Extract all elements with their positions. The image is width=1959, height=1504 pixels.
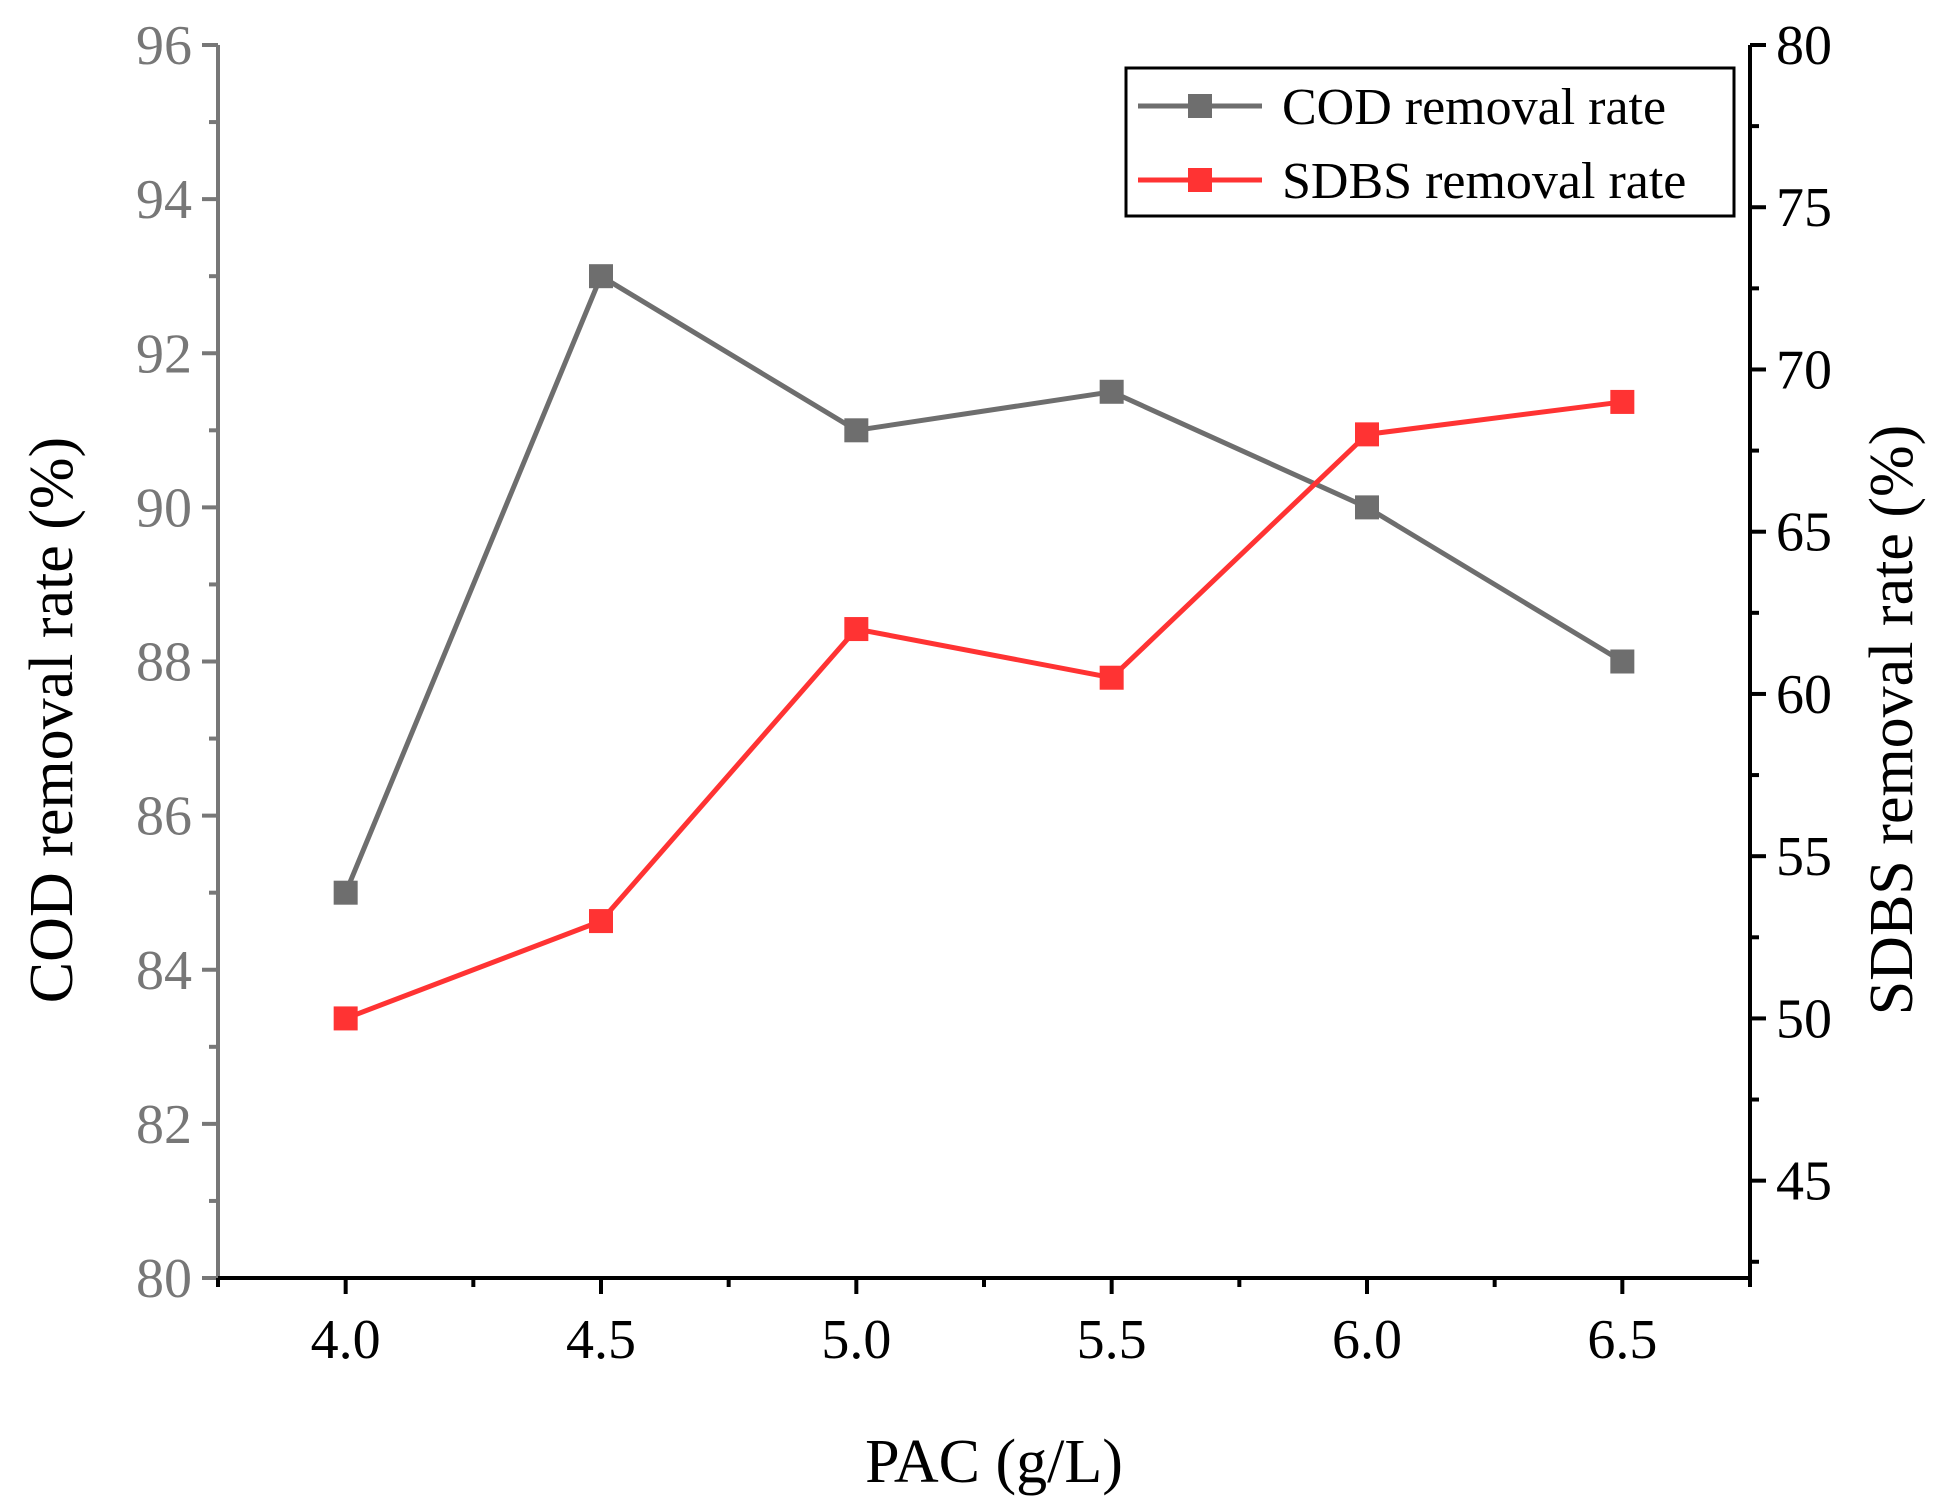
y-right-tick-label: 55 — [1776, 826, 1832, 888]
y-axis-title-left: COD removal rate (%) — [18, 437, 86, 1003]
y-left-tick-label: 96 — [136, 15, 192, 77]
legend-box — [1124, 66, 1736, 218]
y-right-tick-label: 70 — [1776, 339, 1832, 401]
data-point-sdbs — [1355, 422, 1379, 447]
legend-marker-sdbs — [1188, 168, 1212, 192]
y-left-tick-label: 94 — [136, 169, 192, 231]
data-point-cod — [844, 418, 869, 443]
y-axis-title-right: SDBS removal rate (%) — [1858, 425, 1926, 1016]
x-tick-label: 6.5 — [1587, 1309, 1657, 1371]
x-tick-label: 5.0 — [821, 1309, 891, 1371]
x-axis-title: PAC (g/L) — [865, 1428, 1123, 1496]
data-point-sdbs — [333, 1006, 358, 1031]
data-point-sdbs — [589, 909, 613, 934]
y-left-tick-label: 90 — [136, 477, 192, 539]
y-right-tick-label: 60 — [1776, 664, 1832, 726]
y-left-tick-label: 84 — [136, 940, 192, 1002]
data-point-sdbs — [1099, 665, 1124, 690]
x-tick-label: 4.0 — [311, 1309, 381, 1371]
legend-label-sdbs: SDBS removal rate — [1282, 153, 1686, 210]
data-point-cod — [1355, 495, 1379, 520]
series-layer — [333, 264, 1635, 1031]
y-right-tick-label: 65 — [1776, 502, 1832, 564]
x-tick-label: 6.0 — [1332, 1309, 1402, 1371]
series-line-cod — [343, 272, 1624, 894]
legend-marker-cod — [1188, 94, 1212, 118]
data-point-sdbs — [1610, 389, 1635, 414]
y-right-tick-label: 80 — [1776, 15, 1832, 77]
legend-label-cod: COD removal rate — [1282, 79, 1666, 136]
y-left-tick-label: 82 — [136, 1094, 192, 1156]
y-left-tick-label: 92 — [136, 323, 192, 385]
axes: 80 82 84 86 88 90 92 94 96 45 50 55 60 65 70 75 80 4.0 4.5… — [136, 15, 1832, 1371]
x-tick-label: 4.5 — [566, 1309, 636, 1371]
x-tick-label: 5.5 — [1077, 1309, 1147, 1371]
series-line-sdbs — [344, 399, 1623, 1021]
y-left-tick-label: 88 — [136, 632, 192, 694]
data-point-cod — [1099, 379, 1124, 404]
data-point-cod — [589, 264, 613, 289]
data-point-cod — [333, 880, 358, 905]
legend: COD removal rate SDBS removal rate — [1124, 66, 1736, 218]
data-point-sdbs — [844, 617, 869, 642]
y-right-tick-label: 75 — [1776, 177, 1832, 239]
y-left-tick-label: 80 — [136, 1248, 192, 1310]
y-left-tick-label: 86 — [136, 786, 192, 848]
data-point-cod — [1610, 649, 1635, 674]
y-right-tick-label: 45 — [1776, 1151, 1832, 1213]
y-right-tick-label: 50 — [1776, 988, 1832, 1050]
